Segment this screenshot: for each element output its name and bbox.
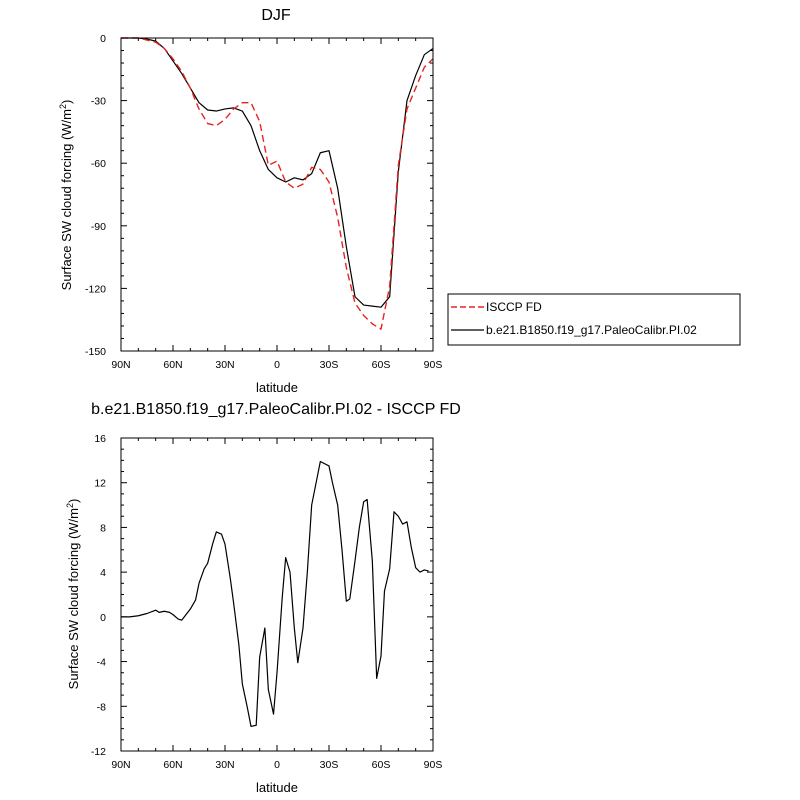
bottom-x-tick-label: 30S [320, 759, 339, 771]
bottom-y-tick-label: 0 [100, 612, 106, 624]
legend-label-model: b.e21.B1850.f19_g17.PaleoCalibr.PI.02 [486, 323, 697, 337]
bottom-y-tick-label: 4 [100, 567, 106, 579]
top-y-tick-label: -90 [91, 221, 106, 233]
bottom-x-axis-title: latitude [256, 780, 298, 795]
top-obs-series-line [121, 37, 434, 330]
legend-label-obs: ISCCP FD [486, 300, 542, 314]
top-y-axis-title: Surface SW cloud forcing (W/m2) [58, 100, 74, 291]
top-x-tick-label: 60N [163, 359, 182, 371]
top-x-tick-label: 0 [274, 359, 280, 371]
bottom-y-tick-label: -4 [97, 657, 106, 669]
bottom-plot-frame [120, 437, 434, 752]
top-plot-title: DJF [261, 7, 291, 24]
bottom-difference-series-line [121, 460, 429, 728]
bottom-y-axis-title: Surface SW cloud forcing (W/m2) [65, 499, 81, 690]
top-y-tick-label: 0 [100, 33, 106, 45]
bottom-x-tick-label: 30N [215, 759, 234, 771]
top-y-tick-label: -60 [91, 158, 106, 170]
bottom-x-tick-label: 60S [372, 759, 391, 771]
bottom-y-tick-label: 8 [100, 522, 106, 534]
legend-box [447, 293, 741, 346]
bottom-y-tick-label: -8 [97, 701, 106, 713]
bottom-plot-title: b.e21.B1850.f19_g17.PaleoCalibr.PI.02 - … [91, 401, 461, 418]
legend: ISCCP FD b.e21.B1850.f19_g17.PaleoCalibr… [447, 293, 741, 346]
top-y-tick-label: -120 [85, 283, 106, 295]
bottom-x-tick-label: 90N [111, 759, 130, 771]
top-x-axis-title: latitude [256, 380, 298, 395]
bottom-y-tick-label: 16 [94, 433, 106, 445]
top-x-tick-label: 30S [320, 359, 339, 371]
bottom-x-tick-label: 60N [163, 759, 182, 771]
bottom-x-tick-label: 90S [424, 759, 443, 771]
top-y-tick-label: -150 [85, 346, 106, 358]
top-x-tick-label: 60S [372, 359, 391, 371]
top-x-tick-label: 30N [215, 359, 234, 371]
top-panel: DJF 90N 60N 30N 0 30S 60S 90S 0 -30 -60 -90 -120 -15… [58, 7, 741, 395]
top-x-tick-label: 90N [111, 359, 130, 371]
bottom-y-tick-label: -12 [91, 746, 106, 758]
top-model-series-line [121, 37, 434, 308]
bottom-panel: b.e21.B1850.f19_g17.PaleoCalibr.PI.02 - … [65, 401, 461, 795]
bottom-series-layer [121, 460, 429, 728]
top-series-layer [121, 37, 434, 330]
top-x-tick-label: 90S [424, 359, 443, 371]
top-y-tick-label: -30 [91, 96, 106, 108]
bottom-y-tick-label: 12 [94, 478, 106, 490]
bottom-x-tick-label: 0 [274, 759, 280, 771]
